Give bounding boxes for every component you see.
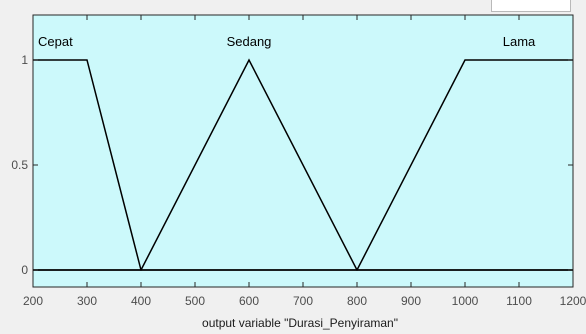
annotation-layer: Cepat Sedang Lama [38,34,536,49]
mf-label-cepat: Cepat [38,34,73,49]
x-tick-label: 1100 [506,294,532,308]
x-tick-label: 500 [185,294,205,308]
x-tick-label: 1000 [452,294,479,308]
x-tick-label: 200 [23,294,43,308]
y-tick-label: 1 [21,53,28,67]
tick-layer: 200 300 400 500 600 700 800 900 1000 1100 1200 0 0.5… [11,15,586,308]
x-tick-label: 800 [347,294,367,308]
mf-line-lama[interactable] [33,59,573,271]
series-layer [33,58,573,271]
x-tick-label: 700 [293,294,313,308]
x-axis-label: output variable "Durasi_Penyiraman" [202,316,398,330]
plot-area[interactable] [32,14,574,288]
x-tick-label: 600 [239,294,259,308]
x-tick-label: 900 [401,294,421,308]
x-tick-label: 400 [131,294,151,308]
y-tick-label: 0.5 [11,158,28,172]
mf-label-lama: Lama [503,34,536,49]
y-tick-label: 0 [21,263,28,277]
mf-label-sedang: Sedang [227,34,272,49]
x-tick-label: 1200 [560,294,586,308]
top-right-panel [491,0,571,12]
x-tick-label: 300 [77,294,97,308]
